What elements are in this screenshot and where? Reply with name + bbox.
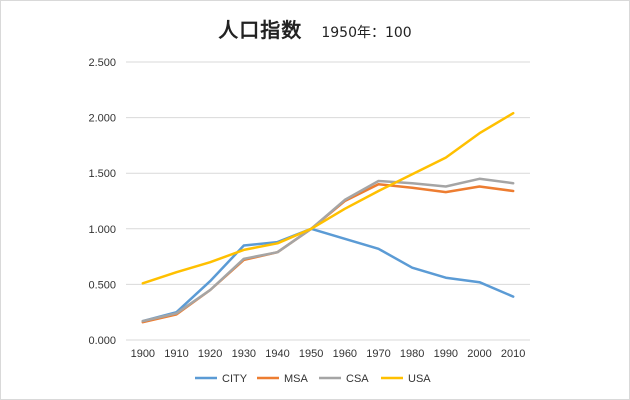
legend-label-city: CITY: [222, 373, 248, 385]
chart-title: 人口指数: [218, 18, 303, 42]
x-tick-label: 1980: [400, 348, 424, 360]
y-tick-label: 2.500: [88, 57, 116, 69]
x-tick-label: 1940: [265, 348, 289, 360]
x-tick-label: 1960: [333, 348, 357, 360]
x-tick-label: 1910: [164, 348, 188, 360]
x-tick-label: 2000: [467, 348, 491, 360]
y-tick-label: 1.000: [88, 224, 116, 236]
x-tick-label: 2010: [501, 348, 525, 360]
legend-label-usa: USA: [408, 373, 431, 385]
x-tick-label: 1920: [198, 348, 222, 360]
chart-subtitle: 1950年：100: [321, 25, 412, 41]
y-tick-label: 0.000: [88, 335, 116, 347]
x-tick-label: 1990: [434, 348, 458, 360]
x-tick-label: 1970: [366, 348, 390, 360]
x-tick-label: 1930: [232, 348, 256, 360]
y-tick-label: 2.000: [88, 113, 116, 125]
series-line-csa: [141, 177, 515, 323]
x-tick-label: 1900: [131, 348, 155, 360]
series-line-msa: [141, 183, 515, 324]
chart-title-row: 人口指数 1950年：100: [0, 14, 630, 43]
y-tick-label: 1.500: [88, 168, 116, 180]
y-tick-label: 0.500: [88, 279, 116, 291]
x-tick-label: 1950: [299, 348, 323, 360]
series-line-usa: [141, 111, 515, 285]
series-line-city: [141, 227, 515, 323]
legend-label-msa: MSA: [284, 373, 309, 385]
legend-label-csa: CSA: [346, 373, 369, 385]
